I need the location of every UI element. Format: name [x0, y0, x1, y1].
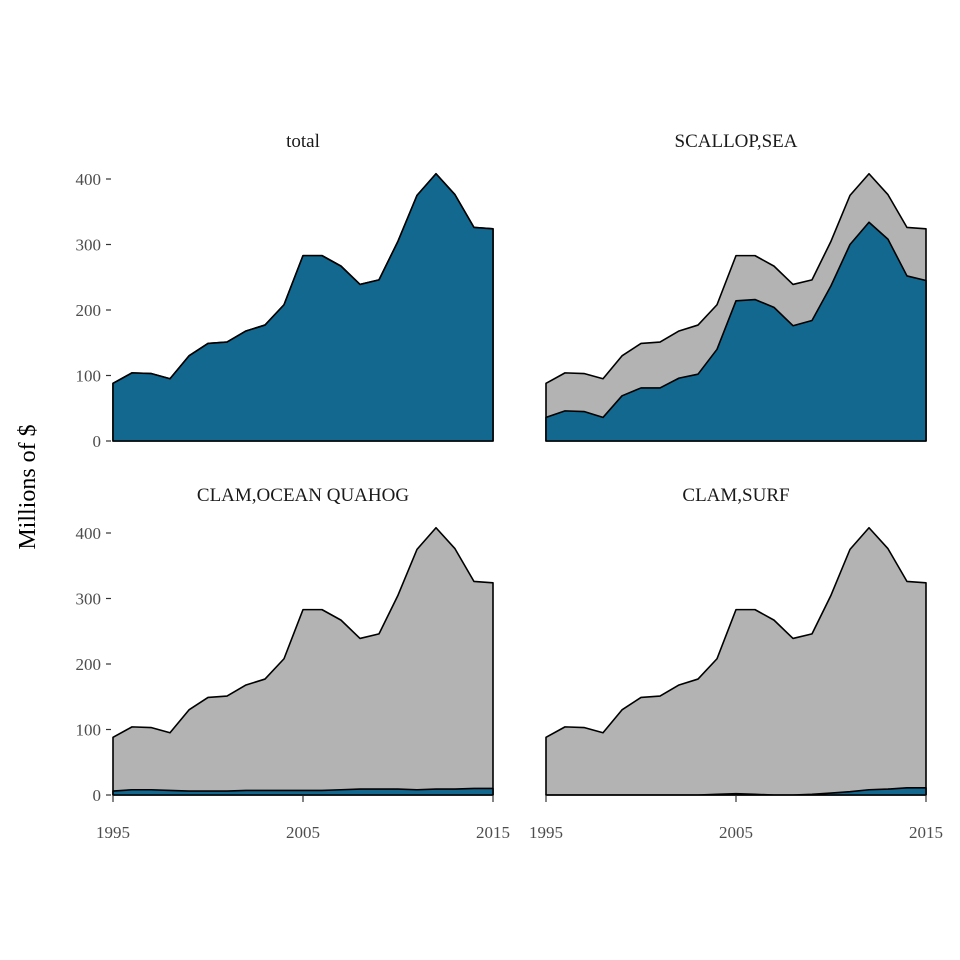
y-tick-label: 400 — [76, 170, 102, 189]
area-other-species — [545, 526, 927, 796]
area-species — [112, 787, 494, 796]
y-tick-label: 200 — [76, 301, 102, 320]
y-tick-label: 300 — [76, 590, 102, 609]
y-tick-label: 100 — [76, 367, 102, 386]
area-other-species — [112, 526, 494, 796]
area-species — [545, 221, 927, 442]
y-tick-label: 300 — [76, 236, 102, 255]
y-axis-title: Millions of $ — [15, 424, 41, 549]
facet-panel: SCALLOP,SEA — [545, 131, 927, 442]
area-species — [112, 172, 494, 442]
facet-title: total — [286, 131, 320, 152]
facet-panel: CLAM,SURF 1995 2005 2015 — [529, 485, 943, 842]
x-tick-label: 2005 — [286, 823, 320, 842]
y-tick-label: 200 — [76, 655, 102, 674]
area-species — [545, 786, 927, 796]
x-tick-label: 1995 — [96, 823, 130, 842]
y-tick-label: 0 — [93, 432, 102, 451]
y-tick-label: 0 — [93, 786, 102, 805]
x-tick-label: 2005 — [719, 823, 753, 842]
facet-title: SCALLOP,SEA — [675, 131, 798, 152]
facet-title: CLAM,OCEAN QUAHOG — [197, 485, 409, 506]
x-tick-label: 1995 — [529, 823, 563, 842]
facet-panel: CLAM,OCEAN QUAHOG 0 100 200 300 400 1995 2005 20… — [76, 485, 511, 842]
facet-title: CLAM,SURF — [682, 485, 789, 506]
x-tick-label: 2015 — [476, 823, 510, 842]
facet-panel: total 0 100 200 300 400 — [76, 131, 494, 451]
y-tick-label: 400 — [76, 524, 102, 543]
y-tick-label: 100 — [76, 721, 102, 740]
facet-panels: total 0 100 200 300 400 SCALLOP,SEA CLAM,OCEAN … — [76, 131, 944, 842]
x-tick-label: 2015 — [909, 823, 943, 842]
